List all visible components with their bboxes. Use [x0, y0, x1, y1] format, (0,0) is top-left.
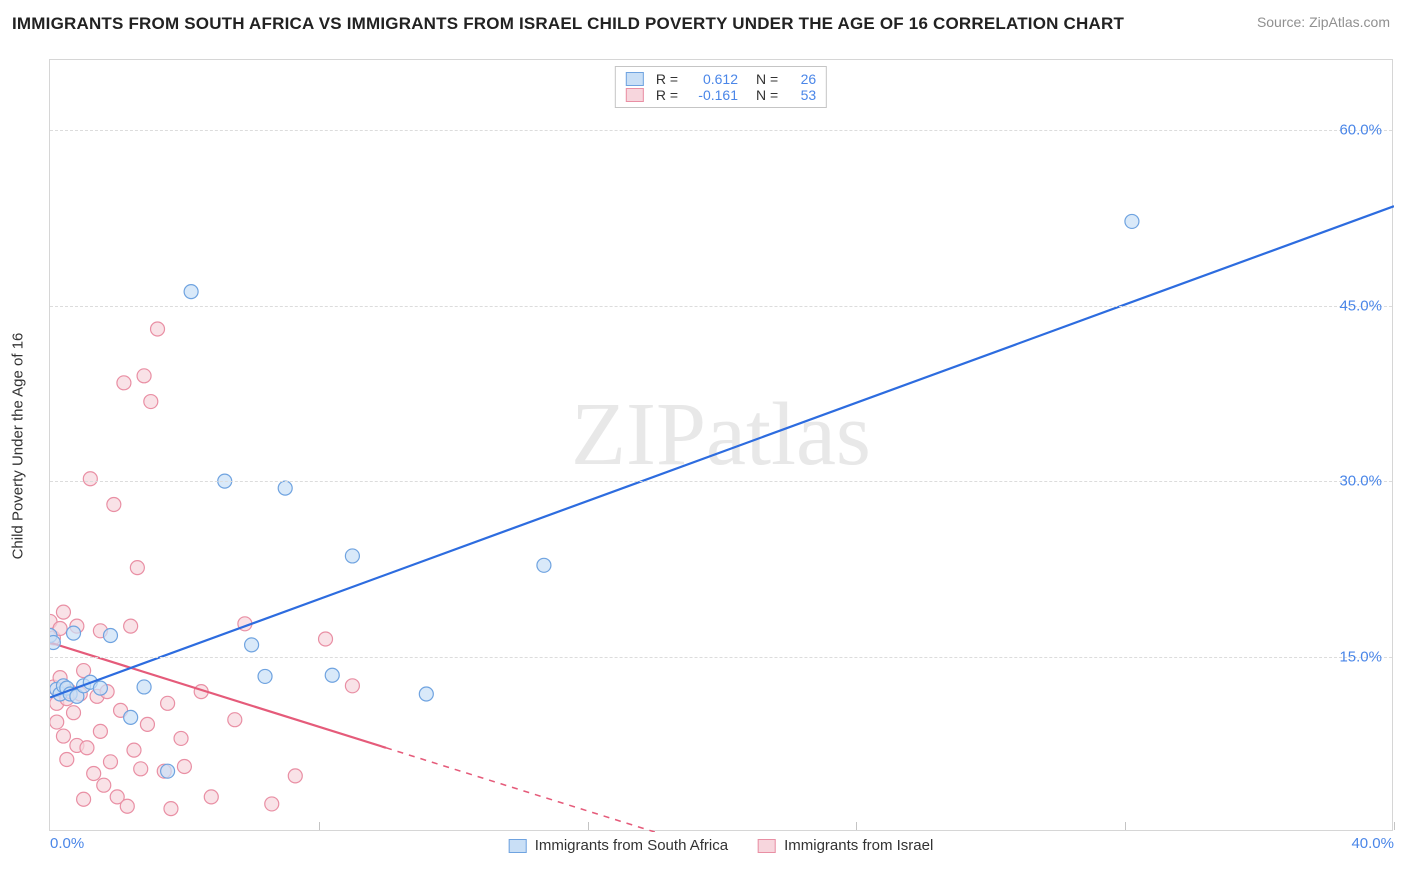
n-label: N = [756, 87, 778, 103]
scatter-point [137, 680, 151, 694]
scatter-point [278, 481, 292, 495]
scatter-point [93, 681, 107, 695]
scatter-point [97, 778, 111, 792]
scatter-point [419, 687, 433, 701]
scatter-point [265, 797, 279, 811]
x-tick-mark [319, 822, 320, 830]
scatter-point [124, 619, 138, 633]
swatch-is [758, 839, 776, 853]
scatter-point [117, 376, 131, 390]
n-label: N = [756, 71, 778, 87]
scatter-point [77, 792, 91, 806]
correlation-legend: R = 0.612 N = 26 R = -0.161 N = 53 [615, 66, 827, 108]
scatter-point [184, 285, 198, 299]
correlation-row-sa: R = 0.612 N = 26 [626, 71, 816, 87]
x-tick-mark [856, 822, 857, 830]
scatter-point [161, 696, 175, 710]
scatter-point [537, 558, 551, 572]
scatter-point [107, 497, 121, 511]
regression-line-dashed [386, 748, 655, 832]
swatch-sa [626, 72, 644, 86]
scatter-point [174, 731, 188, 745]
correlation-row-is: R = -0.161 N = 53 [626, 87, 816, 103]
scatter-point [151, 322, 165, 336]
scatter-point [319, 632, 333, 646]
gridline [50, 306, 1392, 307]
scatter-point [204, 790, 218, 804]
scatter-point [161, 764, 175, 778]
gridline [50, 481, 1392, 482]
series-legend: Immigrants from South Africa Immigrants … [509, 837, 934, 854]
x-tick-mark [1394, 822, 1395, 830]
scatter-point [50, 715, 64, 729]
x-tick-mark [1125, 822, 1126, 830]
scatter-point [177, 759, 191, 773]
scatter-point [245, 638, 259, 652]
scatter-point [288, 769, 302, 783]
regression-line [50, 206, 1394, 697]
scatter-point [67, 626, 81, 640]
x-tick-label: 40.0% [1351, 835, 1394, 852]
scatter-point [103, 628, 117, 642]
scatter-point [60, 752, 74, 766]
legend-label-sa: Immigrants from South Africa [535, 837, 728, 854]
scatter-point [345, 549, 359, 563]
scatter-point [124, 710, 138, 724]
r-value-sa: 0.612 [686, 71, 738, 87]
scatter-point [137, 369, 151, 383]
source-attribution: Source: ZipAtlas.com [1257, 14, 1390, 30]
scatter-point [140, 717, 154, 731]
r-label: R = [656, 87, 678, 103]
scatter-point [103, 755, 117, 769]
scatter-point [56, 605, 70, 619]
r-value-is: -0.161 [686, 87, 738, 103]
scatter-point [87, 767, 101, 781]
swatch-is [626, 88, 644, 102]
scatter-point [1125, 214, 1139, 228]
scatter-point [134, 762, 148, 776]
scatter-point [50, 636, 60, 650]
legend-label-is: Immigrants from Israel [784, 837, 933, 854]
scatter-point [258, 669, 272, 683]
scatter-point [127, 743, 141, 757]
scatter-point [56, 729, 70, 743]
n-value-is: 53 [786, 87, 816, 103]
plot-area: ZIPatlas R = 0.612 N = 26 R = -0.161 N =… [49, 59, 1393, 831]
legend-item-sa: Immigrants from South Africa [509, 837, 728, 854]
gridline [50, 657, 1392, 658]
plot-svg [50, 60, 1394, 832]
scatter-point [164, 802, 178, 816]
scatter-point [80, 741, 94, 755]
scatter-point [120, 799, 134, 813]
n-value-sa: 26 [786, 71, 816, 87]
y-tick-label: 60.0% [1339, 122, 1382, 139]
chart-title: IMMIGRANTS FROM SOUTH AFRICA VS IMMIGRAN… [12, 14, 1124, 34]
x-tick-label: 0.0% [50, 835, 84, 852]
chart-container: IMMIGRANTS FROM SOUTH AFRICA VS IMMIGRAN… [0, 0, 1406, 892]
x-tick-mark [588, 822, 589, 830]
y-tick-label: 15.0% [1339, 648, 1382, 665]
r-label: R = [656, 71, 678, 87]
y-tick-label: 30.0% [1339, 473, 1382, 490]
scatter-point [93, 724, 107, 738]
scatter-point [325, 668, 339, 682]
y-axis-label: Child Poverty Under the Age of 16 [10, 333, 27, 560]
legend-item-is: Immigrants from Israel [758, 837, 933, 854]
scatter-point [130, 561, 144, 575]
scatter-point [228, 713, 242, 727]
scatter-point [83, 472, 97, 486]
y-tick-label: 45.0% [1339, 297, 1382, 314]
gridline [50, 130, 1392, 131]
scatter-point [144, 395, 158, 409]
scatter-point [67, 706, 81, 720]
swatch-sa [509, 839, 527, 853]
scatter-point [345, 679, 359, 693]
